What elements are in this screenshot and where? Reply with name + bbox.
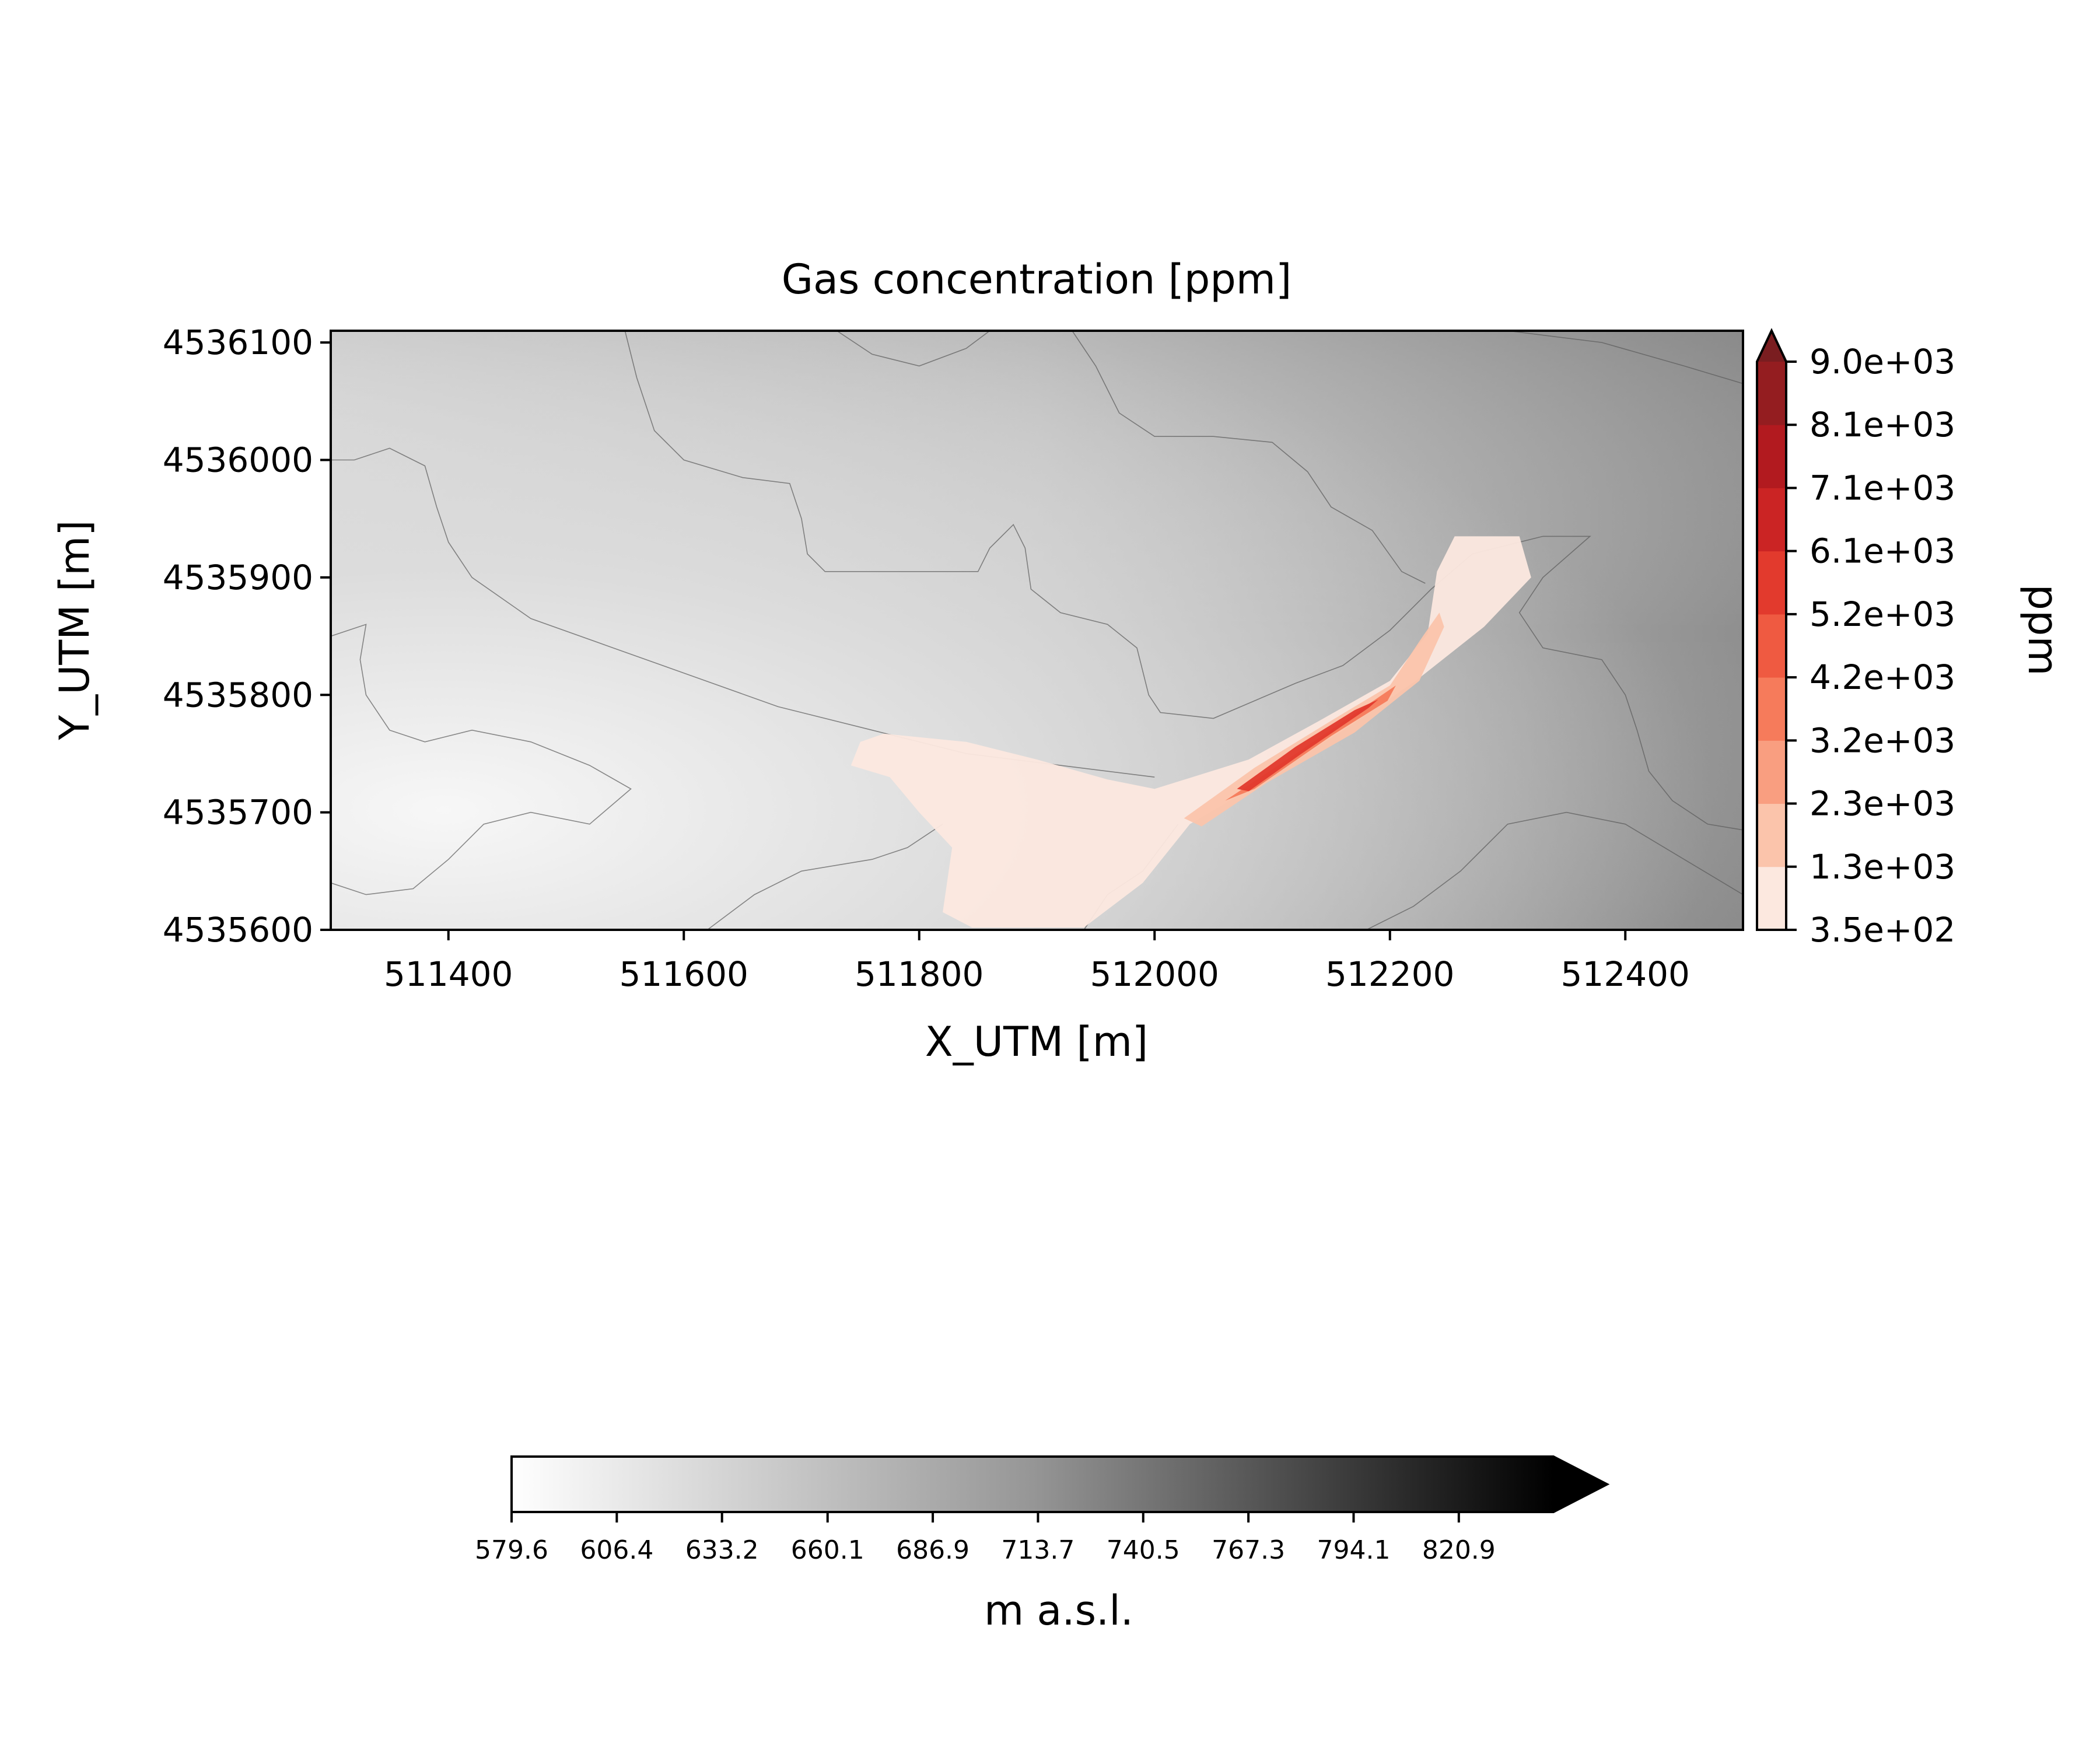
elevation-colorbar-tick-label: 713.7 xyxy=(1001,1535,1074,1565)
contour-line-2 xyxy=(624,331,1743,831)
plume-outer xyxy=(850,536,1531,928)
elevation-colorbar-tick-label: 794.1 xyxy=(1317,1535,1390,1565)
elevation-colorbar-label: m a.s.l. xyxy=(984,1587,1133,1634)
elevation-colorbar-tick-label: 579.6 xyxy=(475,1535,548,1565)
x-tick-label: 511800 xyxy=(855,954,984,994)
x-tick-label: 512200 xyxy=(1325,954,1454,994)
gas-colorbar-label: ppm xyxy=(2019,584,2067,676)
x-axis-label: X_UTM [m] xyxy=(925,1018,1148,1066)
chart-title: Gas concentration [ppm] xyxy=(782,256,1292,303)
gas-colorbar-tick-label: 3.5e+02 xyxy=(1810,910,1955,950)
y-tick-label: 4535800 xyxy=(163,675,313,715)
elevation-colorbar-frame xyxy=(510,1455,1610,1513)
plot-frame xyxy=(330,330,1744,931)
y-axis-label: Y_UTM [m] xyxy=(51,520,99,740)
plume-band4 xyxy=(1237,699,1378,792)
gas-colorbar-band xyxy=(1757,614,1786,678)
contour-line-5 xyxy=(1507,331,1743,384)
y-tick-label: 4536100 xyxy=(163,323,313,362)
gas-colorbar-tick-label: 3.2e+03 xyxy=(1810,720,1955,760)
gas-colorbar-band xyxy=(1757,362,1786,425)
contour-line-3 xyxy=(836,331,991,367)
gas-colorbar-band xyxy=(1757,677,1786,741)
elevation-colorbar-gradient xyxy=(512,1457,1553,1512)
gas-colorbar-tick-label: 1.3e+03 xyxy=(1810,847,1955,887)
gas-colorbar-tick-label: 9.0e+03 xyxy=(1810,342,1955,382)
elevation-colorbar-extend xyxy=(1553,1457,1607,1512)
gas-colorbar: 3.5e+02 1.3e+03 2.3e+03 3.2e+03 4.2e+03 5.2e+… xyxy=(1756,328,1955,950)
y-tick-label: 4536000 xyxy=(163,440,313,480)
y-tick-label: 4535900 xyxy=(163,558,313,597)
y-tick-label: 4535700 xyxy=(163,793,313,832)
elevation-colorbar-tick-label: 740.5 xyxy=(1107,1535,1180,1565)
y-axis: 4535600 4535700 4535800 4535900 4536000 45361… xyxy=(163,323,331,950)
x-tick-label: 512000 xyxy=(1090,954,1219,994)
contour-line-4 xyxy=(1072,331,1426,584)
gas-colorbar-extend xyxy=(1757,331,1786,362)
gas-colorbar-tick-label: 6.1e+03 xyxy=(1810,531,1955,571)
elevation-colorbar-tick-label: 633.2 xyxy=(685,1535,759,1565)
plume-band2 xyxy=(1184,612,1444,827)
gas-colorbar-tick-label: 7.1e+03 xyxy=(1810,468,1955,508)
gas-colorbar-tick-label: 2.3e+03 xyxy=(1810,784,1955,824)
gas-colorbar-tick-label: 8.1e+03 xyxy=(1810,405,1955,444)
gas-colorbar-tick-label: 5.2e+03 xyxy=(1810,594,1955,634)
y-tick-label: 4535600 xyxy=(163,910,313,950)
elevation-colorbar-tick-label: 606.4 xyxy=(580,1535,653,1565)
gas-colorbar-band xyxy=(1757,488,1786,552)
elevation-colorbar-tick-label: 686.9 xyxy=(896,1535,970,1565)
contour-line-6 xyxy=(331,624,632,895)
elevation-colorbar-tick-label: 820.9 xyxy=(1422,1535,1496,1565)
gas-colorbar-band xyxy=(1757,551,1786,615)
contour-line-7 xyxy=(707,824,943,930)
gas-colorbar-tick-label: 4.2e+03 xyxy=(1810,657,1955,697)
x-axis: 511400 511600 511800 512000 512200 512400 xyxy=(384,930,1690,994)
x-tick-label: 511600 xyxy=(620,954,748,994)
gas-plume xyxy=(850,536,1531,928)
gas-colorbar-band xyxy=(1757,425,1786,488)
gas-colorbar-band xyxy=(1757,740,1786,804)
plot-area xyxy=(331,331,1743,930)
elevation-colorbar-tick-label: 660.1 xyxy=(791,1535,864,1565)
gas-colorbar-band xyxy=(1757,803,1786,867)
gas-colorbar-band xyxy=(1757,866,1786,930)
elevation-colorbar: 579.6 606.4 633.2 660.1 686.9 713.7 740.5 767.3… xyxy=(475,1455,1610,1565)
gas-colorbar-frame xyxy=(1756,328,1787,931)
contour-line-9 xyxy=(1366,811,1743,930)
elevation-colorbar-tick-label: 767.3 xyxy=(1212,1535,1285,1565)
x-tick-label: 511400 xyxy=(384,954,513,994)
x-tick-label: 512400 xyxy=(1561,954,1690,994)
